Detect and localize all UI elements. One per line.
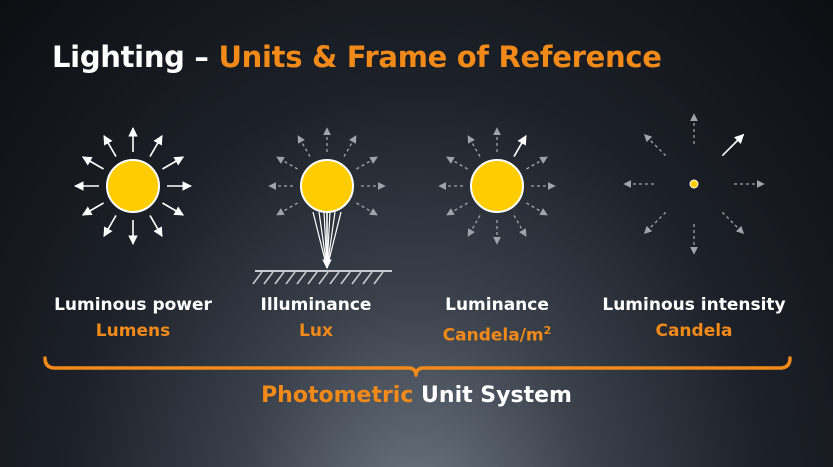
luminous-power-label: Luminous power Lumens — [54, 292, 212, 344]
item-name: Luminance — [445, 295, 549, 315]
luminous-power-figure — [74, 127, 192, 245]
faint-ray-arrow — [643, 211, 667, 235]
faint-ray-arrow — [467, 215, 481, 237]
sun-icon — [470, 159, 524, 213]
converging-ray — [312, 211, 328, 269]
luminous-intensity-figure — [623, 113, 765, 255]
luminance-label: Luminance Candela/m2 — [443, 292, 552, 349]
title-accent: Units & Frame of Reference — [218, 40, 662, 74]
footer-caption: Photometric Unit System — [0, 383, 833, 408]
item-name: Luminous power — [54, 295, 212, 315]
luminous-intensity-label: Luminous intensity Candela — [602, 292, 785, 344]
title-main: Lighting – — [52, 40, 219, 74]
point-source-icon — [689, 179, 699, 189]
unit-superscript: 2 — [543, 324, 552, 337]
light-ray-arrow — [81, 156, 104, 170]
faint-ray-arrow — [513, 215, 527, 237]
light-ray-arrow — [103, 134, 117, 157]
converging-ray — [326, 211, 342, 269]
brace-icon — [43, 356, 792, 377]
faint-ray-arrow — [643, 133, 667, 157]
footer-rest: Unit System — [413, 383, 572, 408]
illuminance-label: Illuminance Lux — [261, 292, 372, 344]
slide-title: Lighting – Units & Frame of Reference — [52, 40, 662, 74]
light-ray-arrow — [513, 134, 527, 157]
light-ray-arrow — [103, 215, 117, 238]
item-unit: Lumens — [95, 321, 171, 341]
faint-ray-arrow — [526, 202, 548, 216]
luminance-figure — [438, 127, 556, 245]
light-ray-arrow — [149, 134, 163, 157]
faint-ray-arrow — [446, 202, 468, 216]
faint-ray-arrow — [356, 156, 378, 170]
faint-ray-arrow — [446, 156, 468, 170]
converging-ray — [318, 211, 328, 269]
sun-icon — [106, 159, 160, 213]
faint-ray-arrow — [356, 202, 378, 216]
item-name: Luminous intensity — [602, 295, 786, 315]
faint-ray-arrow — [526, 156, 548, 170]
faint-ray-arrow — [276, 156, 298, 170]
item-unit: Candela — [655, 321, 733, 341]
light-ray-arrow — [149, 215, 163, 238]
faint-ray-arrow — [343, 135, 357, 157]
faint-ray-arrow — [721, 211, 745, 235]
light-ray-arrow — [721, 133, 745, 157]
converging-ray — [326, 211, 336, 269]
item-unit: Lux — [299, 321, 333, 341]
faint-ray-arrow — [276, 202, 298, 216]
sun-icon — [300, 159, 354, 213]
item-name: Illuminance — [260, 295, 372, 315]
footer-accent: Photometric — [261, 383, 414, 408]
faint-ray-arrow — [297, 135, 311, 157]
item-unit: Candela/m2 — [443, 318, 552, 349]
light-ray-arrow — [162, 202, 185, 216]
faint-ray-arrow — [467, 135, 481, 157]
light-ray-arrow — [81, 202, 104, 216]
light-ray-arrow — [162, 156, 185, 170]
surface-icon — [252, 270, 392, 285]
illuminance-figure — [268, 127, 386, 269]
unit-base: Candela/m — [442, 325, 544, 346]
